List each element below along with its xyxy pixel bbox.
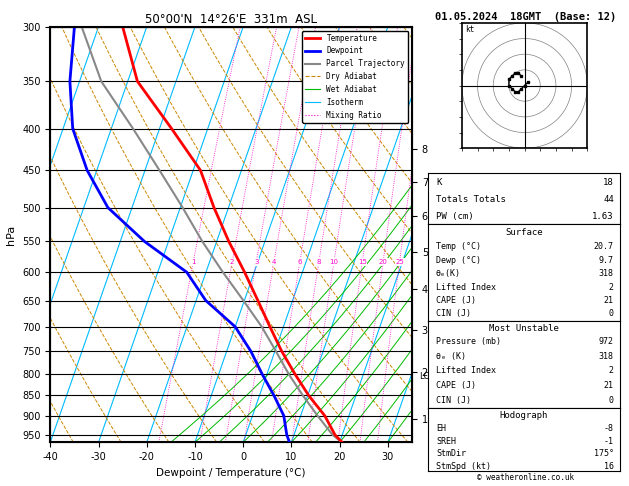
Text: Mixing Ratio (g/kg): Mixing Ratio (g/kg)	[447, 195, 455, 274]
Text: Surface: Surface	[505, 228, 543, 237]
Text: kt: kt	[465, 25, 474, 34]
Text: 6: 6	[298, 259, 302, 265]
Text: Pressure (mb): Pressure (mb)	[436, 337, 501, 346]
Text: 2: 2	[609, 366, 614, 376]
Text: StmSpd (kt): StmSpd (kt)	[436, 462, 491, 471]
Y-axis label: km
ASL: km ASL	[435, 224, 454, 245]
Text: 20.7: 20.7	[594, 243, 614, 251]
Text: 9.7: 9.7	[599, 256, 614, 265]
Text: 25: 25	[395, 259, 404, 265]
Text: 16: 16	[604, 462, 614, 471]
Text: 8: 8	[316, 259, 321, 265]
Text: θₑ(K): θₑ(K)	[436, 269, 461, 278]
Text: 2: 2	[609, 283, 614, 292]
Text: LCL: LCL	[419, 372, 435, 381]
Text: -1: -1	[604, 436, 614, 446]
Text: 175°: 175°	[594, 449, 614, 458]
Text: θₑ (K): θₑ (K)	[436, 352, 466, 361]
Text: EH: EH	[436, 424, 446, 433]
Text: SREH: SREH	[436, 436, 456, 446]
Text: Lifted Index: Lifted Index	[436, 366, 496, 376]
Text: 972: 972	[599, 337, 614, 346]
Title: 50°00'N  14°26'E  331m  ASL: 50°00'N 14°26'E 331m ASL	[145, 13, 317, 26]
Text: 20: 20	[379, 259, 387, 265]
Text: CAPE (J): CAPE (J)	[436, 381, 476, 390]
Text: Lifted Index: Lifted Index	[436, 283, 496, 292]
Text: 1: 1	[191, 259, 196, 265]
Text: © weatheronline.co.uk: © weatheronline.co.uk	[477, 473, 574, 482]
Text: 0: 0	[609, 310, 614, 318]
Text: 15: 15	[358, 259, 367, 265]
Text: Temp (°C): Temp (°C)	[436, 243, 481, 251]
Text: CIN (J): CIN (J)	[436, 310, 471, 318]
Text: CIN (J): CIN (J)	[436, 396, 471, 405]
Legend: Temperature, Dewpoint, Parcel Trajectory, Dry Adiabat, Wet Adiabat, Isotherm, Mi: Temperature, Dewpoint, Parcel Trajectory…	[302, 31, 408, 122]
Text: 21: 21	[604, 296, 614, 305]
Text: 318: 318	[599, 269, 614, 278]
Text: 18: 18	[603, 178, 614, 187]
Text: 10: 10	[330, 259, 338, 265]
Text: 4: 4	[272, 259, 276, 265]
Text: 318: 318	[599, 352, 614, 361]
Text: 0: 0	[609, 396, 614, 405]
Text: StmDir: StmDir	[436, 449, 466, 458]
Text: Hodograph: Hodograph	[500, 411, 548, 420]
Text: 1.63: 1.63	[593, 212, 614, 221]
Text: PW (cm): PW (cm)	[436, 212, 474, 221]
X-axis label: Dewpoint / Temperature (°C): Dewpoint / Temperature (°C)	[157, 468, 306, 478]
Y-axis label: hPa: hPa	[6, 225, 16, 244]
Text: Dewp (°C): Dewp (°C)	[436, 256, 481, 265]
Text: 21: 21	[604, 381, 614, 390]
Text: Most Unstable: Most Unstable	[489, 324, 559, 333]
Text: 2: 2	[230, 259, 235, 265]
Text: -8: -8	[604, 424, 614, 433]
Text: 01.05.2024  18GMT  (Base: 12): 01.05.2024 18GMT (Base: 12)	[435, 12, 616, 22]
Text: Totals Totals: Totals Totals	[436, 195, 506, 204]
Text: 3: 3	[254, 259, 259, 265]
Text: CAPE (J): CAPE (J)	[436, 296, 476, 305]
Text: 44: 44	[603, 195, 614, 204]
Text: K: K	[436, 178, 442, 187]
